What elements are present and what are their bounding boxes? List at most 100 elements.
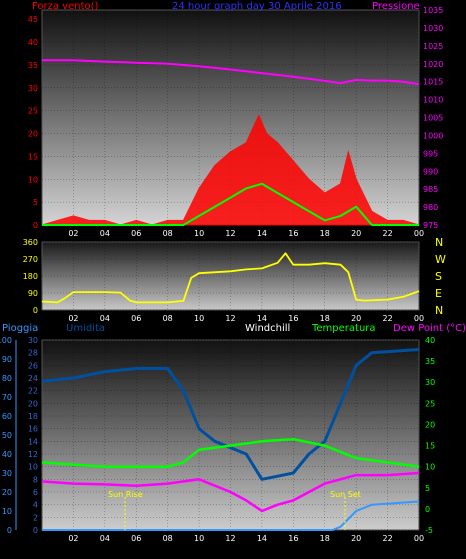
temperature-tick-label: 0 bbox=[425, 505, 430, 514]
humidity-tick-label: 20 bbox=[28, 399, 38, 408]
rain-tick-label: 40 bbox=[2, 450, 12, 459]
pressure-tick-label: 985 bbox=[423, 185, 438, 194]
x-tick-label: 00 bbox=[414, 534, 424, 543]
rain-tick-label: 30 bbox=[2, 469, 12, 478]
direction-tick-label: 0 bbox=[33, 306, 38, 315]
pressure-tick-label: 980 bbox=[423, 203, 438, 212]
temp-humidity-ticks: 02 04 06 08 10 12 14 16 18 20 22 000246810121416182… bbox=[0, 336, 435, 543]
temperature-tick-label: 25 bbox=[425, 399, 435, 408]
humidity-series bbox=[41, 348, 420, 481]
x-tick-label: 12 bbox=[225, 534, 235, 543]
temperature-label: Temperatura bbox=[311, 323, 376, 334]
wind-pressure-series bbox=[41, 59, 420, 226]
wind-tick-label: 20 bbox=[28, 130, 38, 139]
wind-tick-label: 30 bbox=[28, 84, 38, 93]
x-tick-label: 20 bbox=[351, 229, 361, 238]
rain-tick-label: 50 bbox=[2, 431, 12, 440]
humidity-tick-label: 16 bbox=[28, 425, 38, 434]
x-tick-label: 10 bbox=[194, 534, 204, 543]
x-tick-label: 08 bbox=[163, 314, 173, 323]
x-tick-label: 08 bbox=[163, 534, 173, 543]
x-tick-label: 08 bbox=[163, 229, 173, 238]
temperature-series bbox=[41, 437, 420, 468]
x-tick-label: 04 bbox=[100, 534, 110, 543]
x-tick-label: 02 bbox=[68, 314, 78, 323]
wind-average-series bbox=[42, 182, 419, 226]
pressure-tick-label: 1035 bbox=[423, 6, 443, 15]
x-tick-label: 18 bbox=[320, 314, 330, 323]
wind-tick-label: 5 bbox=[33, 198, 38, 207]
wind-tick-label: 10 bbox=[28, 175, 38, 184]
sunset-label: Sun Set bbox=[330, 490, 361, 499]
humidity-tick-label: 8 bbox=[33, 475, 38, 484]
direction-tick-label: 180 bbox=[23, 272, 38, 281]
x-tick-label: 02 bbox=[68, 229, 78, 238]
humidity-axis-label: Umidita bbox=[66, 323, 105, 334]
wind-tick-label: 45 bbox=[28, 15, 38, 24]
dewpoint-label: Dew Point (°C) bbox=[393, 323, 466, 334]
x-tick-label: 22 bbox=[382, 229, 392, 238]
pressure-tick-label: 990 bbox=[423, 167, 438, 176]
humidity-tick-label: 18 bbox=[28, 412, 38, 421]
rain-tick-label: 10 bbox=[2, 507, 12, 516]
x-tick-label: 16 bbox=[288, 314, 298, 323]
humidity-tick-label: 2 bbox=[33, 513, 38, 522]
dewpoint-series bbox=[41, 471, 420, 513]
direction-tick-label: 90 bbox=[28, 289, 38, 298]
wind-tick-label: 35 bbox=[28, 61, 38, 70]
wind-pressure-ticks: 02 04 06 08 10 12 14 16 18 20 22 000510152025303540… bbox=[28, 6, 444, 238]
humidity-tick-label: 28 bbox=[28, 349, 38, 358]
direction-tick-label: 270 bbox=[23, 255, 38, 264]
wind-tick-label: 15 bbox=[28, 152, 38, 161]
compass-letter: W bbox=[435, 253, 446, 266]
x-tick-label: 12 bbox=[225, 314, 235, 323]
wind-axis-label: Forza vento() bbox=[32, 1, 99, 12]
temperature-tick-label: 40 bbox=[425, 336, 435, 345]
temp-humidity-plot-area bbox=[41, 339, 420, 531]
rain-axis-label: Pioggia bbox=[2, 323, 38, 334]
pressure-axis-label: Pressione bbox=[372, 1, 420, 12]
rain-tick-label: 60 bbox=[2, 412, 12, 421]
x-tick-label: 14 bbox=[257, 534, 267, 543]
temperature-tick-label: 5 bbox=[425, 484, 430, 493]
direction-tick-label: 360 bbox=[23, 238, 38, 247]
pressure-tick-label: 1015 bbox=[423, 78, 443, 87]
compass-letter: N bbox=[435, 304, 443, 317]
direction-grid bbox=[42, 241, 420, 311]
wind-tick-label: 0 bbox=[33, 221, 38, 230]
rain-tick-label: 70 bbox=[2, 393, 12, 402]
compass-letter: E bbox=[435, 287, 442, 300]
pressure-tick-label: 1025 bbox=[423, 42, 443, 51]
x-tick-label: 22 bbox=[382, 314, 392, 323]
x-tick-label: 16 bbox=[288, 229, 298, 238]
direction-series bbox=[41, 252, 420, 304]
x-tick-label: 06 bbox=[131, 534, 141, 543]
x-tick-label: 14 bbox=[257, 314, 267, 323]
x-tick-label: 04 bbox=[100, 229, 110, 238]
pressure-series bbox=[42, 59, 420, 86]
temperature-tick-label: 15 bbox=[425, 442, 435, 451]
temperature-tick-label: 35 bbox=[425, 357, 435, 366]
rain-tick-label: 100 bbox=[0, 336, 12, 345]
humidity-tick-label: 24 bbox=[28, 374, 38, 383]
x-tick-label: 16 bbox=[288, 534, 298, 543]
windchill-label: Windchill bbox=[245, 323, 290, 334]
x-tick-label: 10 bbox=[194, 229, 204, 238]
pressure-tick-label: 1005 bbox=[423, 114, 443, 123]
wind-tick-label: 40 bbox=[28, 38, 38, 47]
x-tick-label: 06 bbox=[131, 314, 141, 323]
temperature-tick-label: 20 bbox=[425, 420, 435, 429]
rain-tick-label: 0 bbox=[7, 526, 12, 535]
x-tick-label: 04 bbox=[100, 314, 110, 323]
humidity-tick-label: 26 bbox=[28, 361, 38, 370]
x-tick-label: 00 bbox=[414, 314, 424, 323]
x-tick-label: 20 bbox=[351, 314, 361, 323]
x-tick-label: 22 bbox=[382, 534, 392, 543]
humidity-tick-label: 12 bbox=[28, 450, 38, 459]
sunrise-label: Sun Rise bbox=[108, 490, 143, 499]
humidity-tick-label: 0 bbox=[33, 526, 38, 535]
x-tick-label: 20 bbox=[351, 534, 361, 543]
humidity-tick-label: 4 bbox=[33, 501, 38, 510]
